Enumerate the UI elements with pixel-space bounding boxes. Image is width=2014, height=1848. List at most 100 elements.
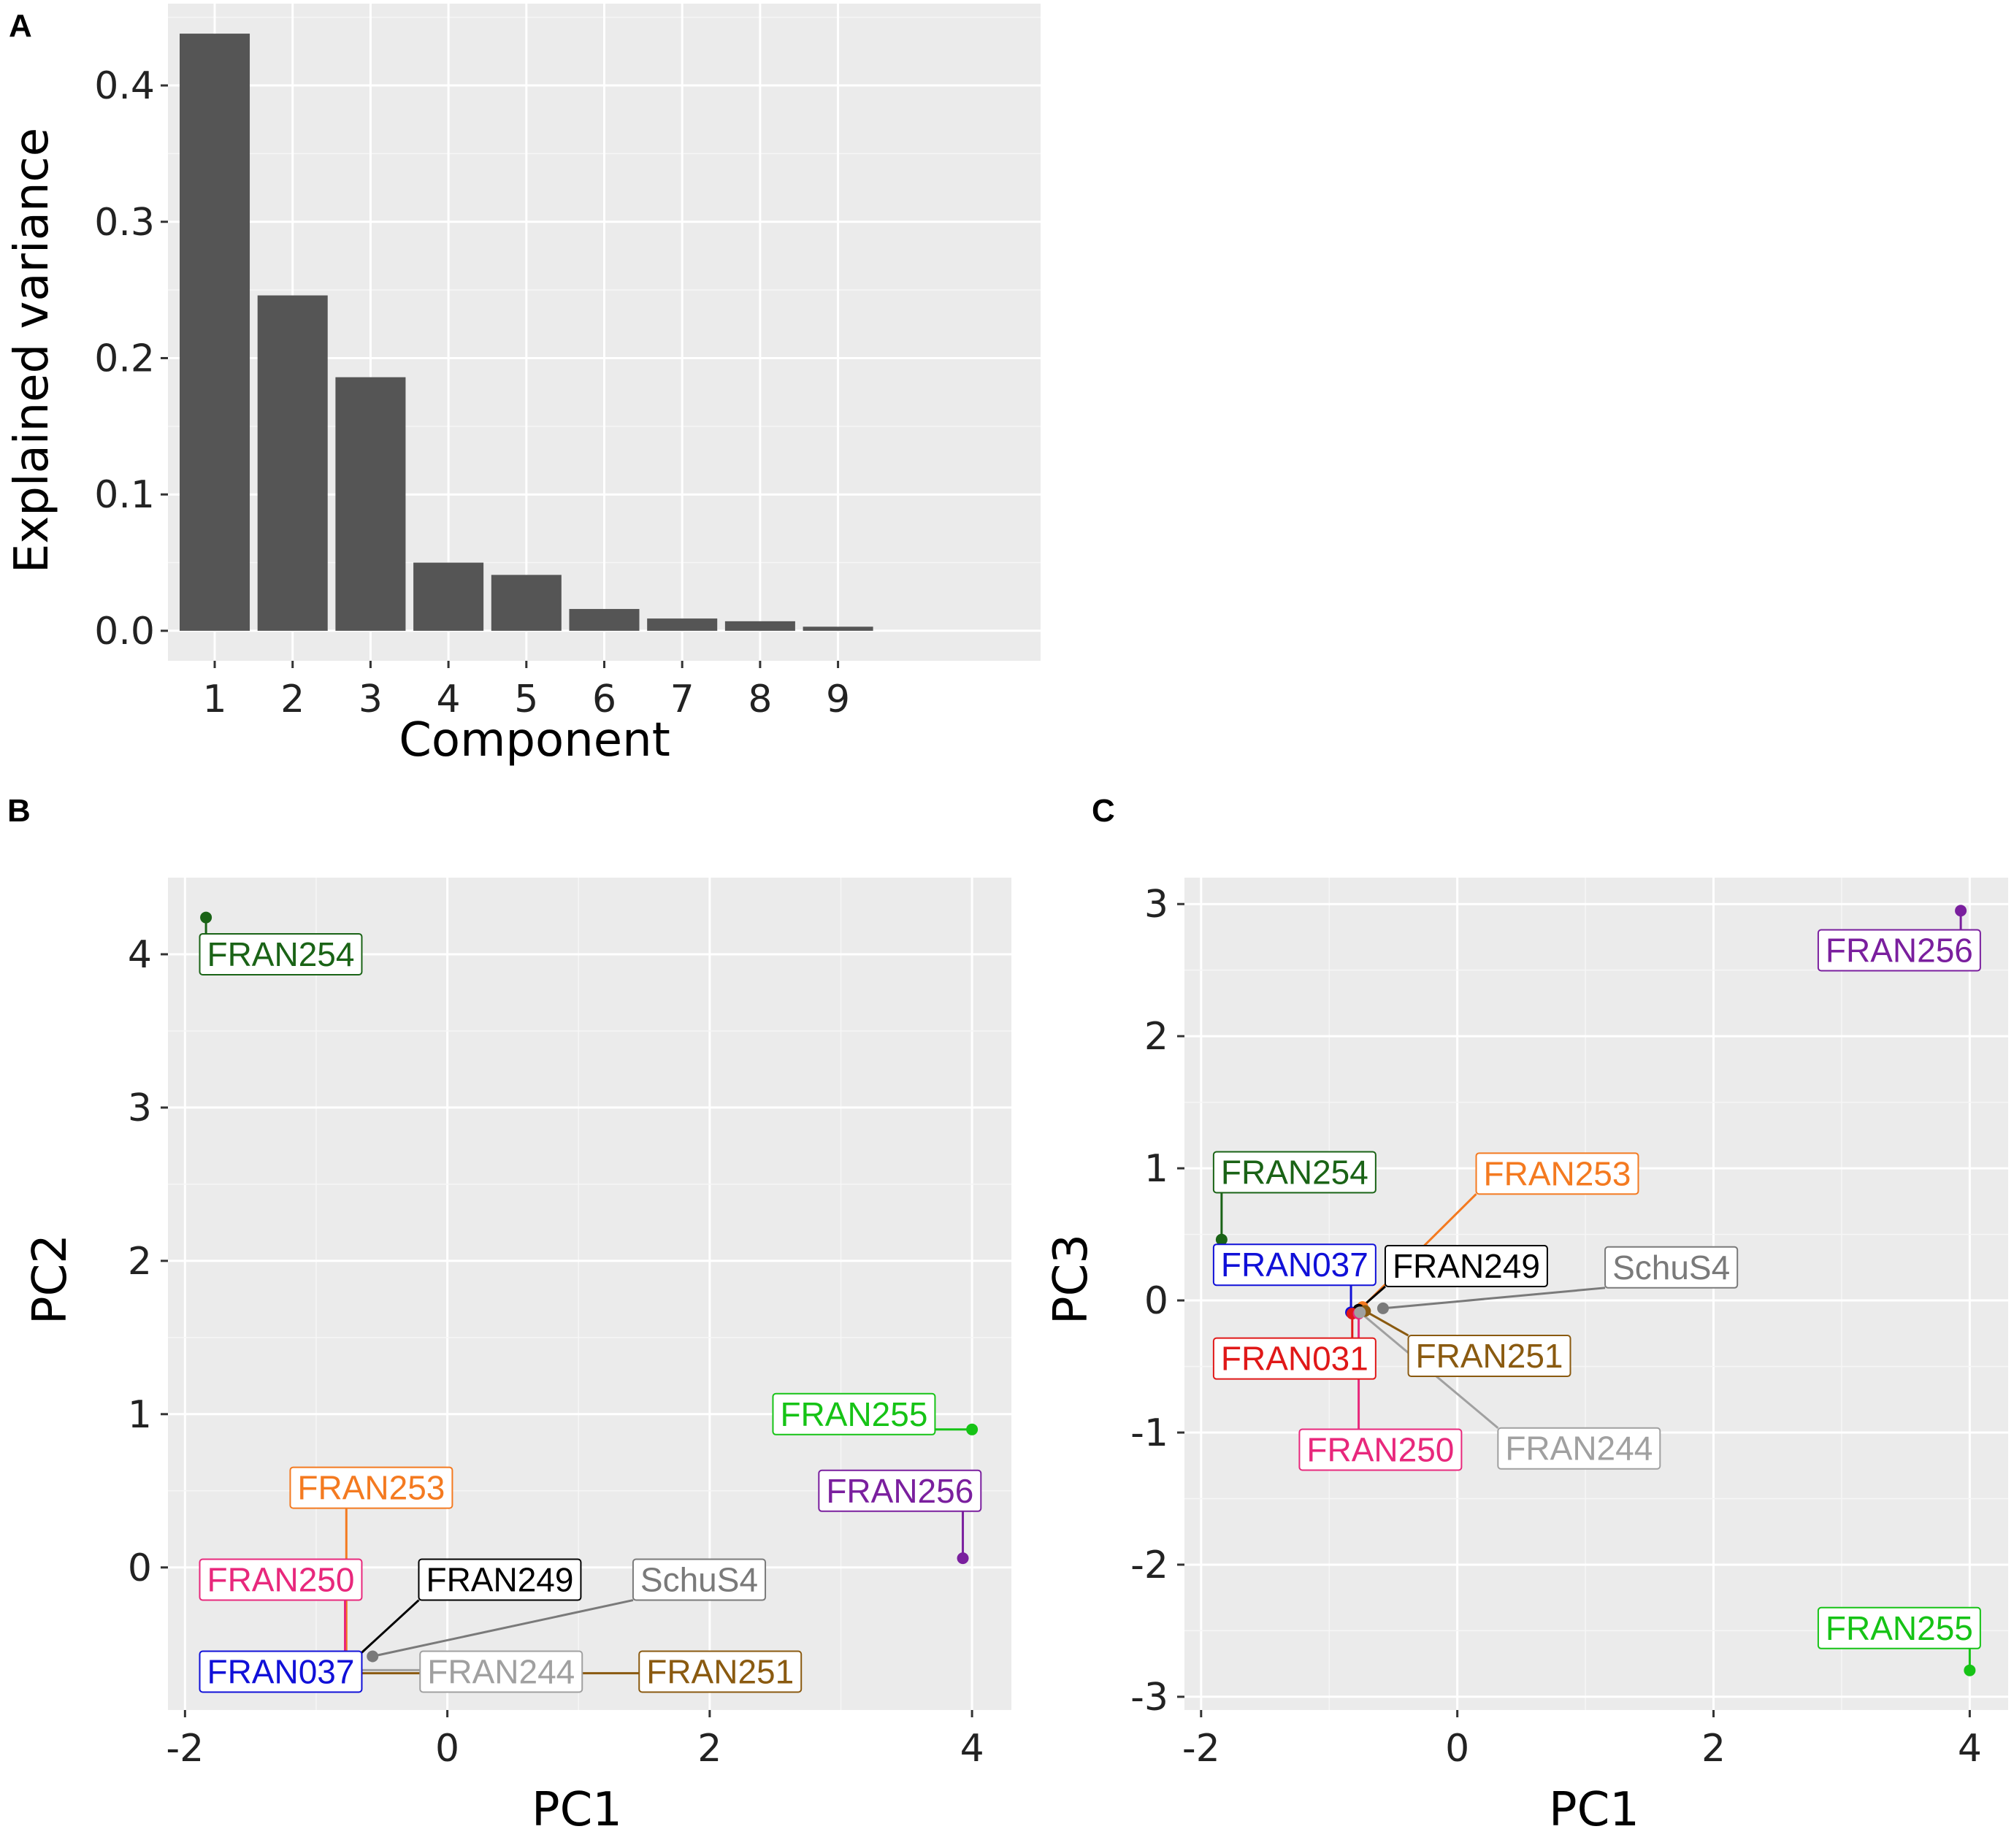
point-label-fran244: FRAN244 bbox=[419, 1650, 583, 1693]
x-tick-label: 2 bbox=[1701, 1727, 1726, 1771]
point-label-fran251: FRAN251 bbox=[638, 1650, 803, 1693]
label-text: FRAN037 bbox=[1221, 1246, 1368, 1284]
label-text: FRAN254 bbox=[207, 935, 354, 973]
bar-2 bbox=[257, 295, 328, 631]
x-tick-label: 0 bbox=[435, 1727, 459, 1771]
point-fran256 bbox=[1955, 905, 1967, 917]
point-label-schus4: SchuS4 bbox=[1604, 1246, 1739, 1289]
label-box bbox=[1298, 1428, 1463, 1471]
x-tick-label: 5 bbox=[514, 678, 538, 721]
label-text: FRAN251 bbox=[646, 1653, 794, 1691]
label-text: FRAN256 bbox=[1826, 932, 1973, 970]
x-axis-title: PC1 bbox=[532, 1783, 622, 1837]
y-tick-label: 1 bbox=[128, 1393, 152, 1437]
y-tick-label: 3 bbox=[128, 1086, 152, 1130]
point-label-fran250: FRAN250 bbox=[1298, 1428, 1463, 1471]
y-axis-title: PC2 bbox=[23, 1234, 77, 1324]
panel-letter: C bbox=[1092, 793, 1115, 829]
point-schus4 bbox=[367, 1650, 379, 1663]
label-box bbox=[1817, 1606, 1981, 1649]
point-fran254 bbox=[1215, 1233, 1228, 1246]
label-text: FRAN256 bbox=[826, 1472, 973, 1510]
x-tick-label: 4 bbox=[960, 1727, 984, 1771]
y-tick-label: 2 bbox=[128, 1240, 152, 1284]
label-box bbox=[419, 1650, 583, 1693]
plot-background bbox=[1184, 878, 2008, 1710]
point-fran255 bbox=[1964, 1664, 1976, 1676]
label-text: SchuS4 bbox=[640, 1561, 758, 1599]
label-text: FRAN255 bbox=[780, 1395, 927, 1433]
label-box bbox=[418, 1558, 582, 1601]
label-text: FRAN250 bbox=[207, 1561, 354, 1599]
y-tick-label: 0.2 bbox=[94, 337, 155, 380]
leader-fran251 bbox=[1364, 1310, 1409, 1337]
panel-letter: B bbox=[7, 793, 31, 829]
label-box bbox=[1212, 1243, 1377, 1287]
y-tick-label: 1 bbox=[1144, 1147, 1168, 1191]
label-box bbox=[638, 1650, 803, 1693]
point-label-fran254: FRAN254 bbox=[199, 932, 363, 975]
bar-3 bbox=[335, 377, 406, 631]
point-label-schus4: SchuS4 bbox=[632, 1558, 767, 1601]
y-tick-label: 0.4 bbox=[94, 64, 155, 108]
label-box bbox=[199, 1558, 363, 1601]
x-tick-label: 4 bbox=[437, 678, 461, 721]
ticks: 0.0 0.1 0.2 0.3 0.4 1 2 3 4 5 6 7 8 9 bbox=[94, 64, 850, 721]
label-box bbox=[289, 1466, 453, 1509]
bar-5 bbox=[491, 575, 562, 631]
bar-8 bbox=[724, 621, 795, 631]
label-box bbox=[199, 932, 363, 975]
y-tick-label: 0.0 bbox=[94, 610, 155, 653]
bars bbox=[180, 34, 873, 631]
x-tick-label: 7 bbox=[670, 678, 694, 721]
label-text: FRAN244 bbox=[1505, 1430, 1653, 1468]
point-fran255 bbox=[966, 1423, 979, 1435]
x-tick-label: 6 bbox=[592, 678, 616, 721]
point-fran256 bbox=[957, 1552, 969, 1565]
point-label-fran249: FRAN249 bbox=[1384, 1245, 1548, 1287]
x-tick-label: 2 bbox=[697, 1727, 721, 1771]
label-box bbox=[1817, 929, 1981, 972]
y-tick-label: 0 bbox=[128, 1546, 152, 1590]
point-label-fran253: FRAN253 bbox=[1475, 1152, 1639, 1195]
point-labels: FRAN256 FRAN255 FRAN254 FRAN253 FRAN037 FRAN2… bbox=[1212, 929, 1981, 1649]
panel-a: A 0.0 0.1 0.2 0.3 0.4 1 2 3 4 5 6 7 8 9 Component Explai… bbox=[5, 4, 1041, 767]
label-text: FRAN253 bbox=[1484, 1154, 1631, 1192]
label-box bbox=[199, 1650, 363, 1693]
x-tick-label: 1 bbox=[202, 678, 226, 721]
label-box bbox=[1497, 1427, 1661, 1470]
bar-1 bbox=[180, 34, 250, 631]
x-tick-label: 8 bbox=[748, 678, 772, 721]
label-box bbox=[632, 1558, 767, 1601]
point-fran244 bbox=[1354, 1306, 1366, 1319]
points bbox=[1215, 905, 1976, 1676]
bar-9 bbox=[803, 626, 873, 631]
label-text: FRAN244 bbox=[427, 1653, 575, 1691]
label-text: FRAN255 bbox=[1826, 1609, 1973, 1647]
gridlines bbox=[1184, 878, 2008, 1710]
point-fran254 bbox=[200, 911, 212, 924]
point-label-fran255: FRAN255 bbox=[772, 1392, 936, 1435]
point-label-fran256: FRAN256 bbox=[1817, 929, 1981, 972]
y-tick-label: -2 bbox=[1130, 1544, 1168, 1587]
point-label-fran037: FRAN037 bbox=[199, 1650, 363, 1693]
label-box bbox=[1384, 1245, 1548, 1287]
point-schus4 bbox=[1377, 1302, 1389, 1314]
x-tick-label: 2 bbox=[280, 678, 305, 721]
x-tick-label: 9 bbox=[826, 678, 850, 721]
y-tick-label: -3 bbox=[1130, 1676, 1168, 1719]
label-text: FRAN249 bbox=[1393, 1247, 1540, 1285]
label-box bbox=[1475, 1152, 1639, 1195]
bar-7 bbox=[647, 618, 718, 631]
x-tick-label: 4 bbox=[1958, 1727, 1982, 1771]
point-label-fran255: FRAN255 bbox=[1817, 1606, 1981, 1649]
panel-letter: A bbox=[9, 8, 32, 44]
point-label-fran244: FRAN244 bbox=[1497, 1427, 1661, 1470]
x-axis-title: Component bbox=[399, 713, 670, 767]
label-text: FRAN249 bbox=[426, 1561, 573, 1599]
point-label-fran037: FRAN037 bbox=[1212, 1243, 1377, 1287]
x-tick-label: -2 bbox=[166, 1727, 204, 1771]
